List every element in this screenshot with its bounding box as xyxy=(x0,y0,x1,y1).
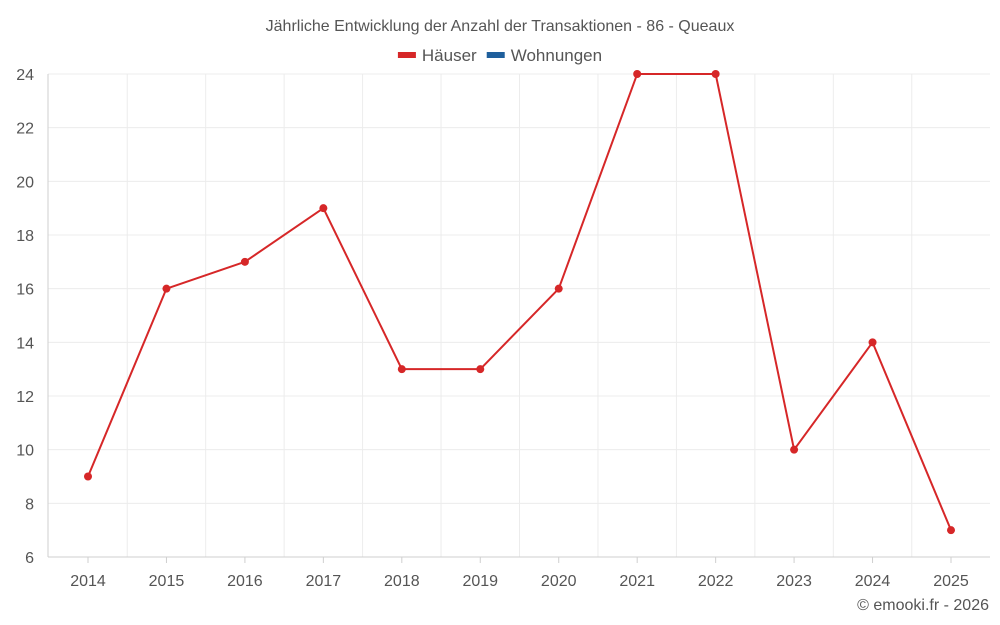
x-tick-label: 2022 xyxy=(698,573,734,590)
x-tick-label: 2016 xyxy=(227,573,263,590)
data-point[interactable] xyxy=(868,338,877,347)
x-tick-label: 2020 xyxy=(541,573,577,590)
y-tick-label: 6 xyxy=(25,550,34,567)
y-tick-label: 16 xyxy=(16,282,34,299)
x-tick-label: 2019 xyxy=(462,573,498,590)
grid xyxy=(48,73,990,557)
legend-label: Häuser xyxy=(422,46,477,65)
credit-text: © emooki.fr - 2026 xyxy=(857,597,989,614)
x-tick-label: 2014 xyxy=(70,573,106,590)
data-point[interactable] xyxy=(633,70,642,78)
data-point[interactable] xyxy=(947,526,955,535)
legend-swatch xyxy=(486,52,505,58)
data-point[interactable] xyxy=(84,472,92,481)
y-tick-label: 14 xyxy=(16,335,34,352)
x-tick-label: 2018 xyxy=(384,573,420,590)
x-tick-label: 2017 xyxy=(306,573,342,590)
data-point[interactable] xyxy=(397,365,406,374)
legend-label: Wohnungen xyxy=(511,46,602,65)
y-tick-label: 24 xyxy=(16,67,34,84)
y-tick-label: 8 xyxy=(25,496,34,513)
series-layer xyxy=(84,70,955,535)
y-tick-label: 20 xyxy=(16,174,34,191)
data-point[interactable] xyxy=(711,70,720,78)
x-tick-label: 2023 xyxy=(776,573,812,590)
legend-swatch xyxy=(397,52,416,58)
legend-item[interactable]: Häuser xyxy=(397,46,477,65)
data-point[interactable] xyxy=(319,204,328,213)
data-point[interactable] xyxy=(476,365,485,374)
data-point[interactable] xyxy=(240,257,249,266)
x-tick-label: 2021 xyxy=(619,573,655,590)
y-tick-label: 22 xyxy=(16,121,34,138)
series-line-0 xyxy=(87,73,952,531)
y-tick-label: 12 xyxy=(16,389,34,406)
chart-title: Jährliche Entwicklung der Anzahl der Tra… xyxy=(266,18,735,35)
legend: Häuser Wohnungen xyxy=(397,46,602,65)
legend-item[interactable]: Wohnungen xyxy=(486,46,602,65)
x-tick-label: 2025 xyxy=(933,573,969,590)
data-point[interactable] xyxy=(162,284,171,293)
data-point[interactable] xyxy=(554,284,563,293)
data-point[interactable] xyxy=(790,445,799,454)
x-tick-label: 2024 xyxy=(855,573,891,590)
y-tick-label: 10 xyxy=(16,443,34,460)
x-tick-label: 2015 xyxy=(149,573,185,590)
y-tick-label: 18 xyxy=(16,228,34,245)
